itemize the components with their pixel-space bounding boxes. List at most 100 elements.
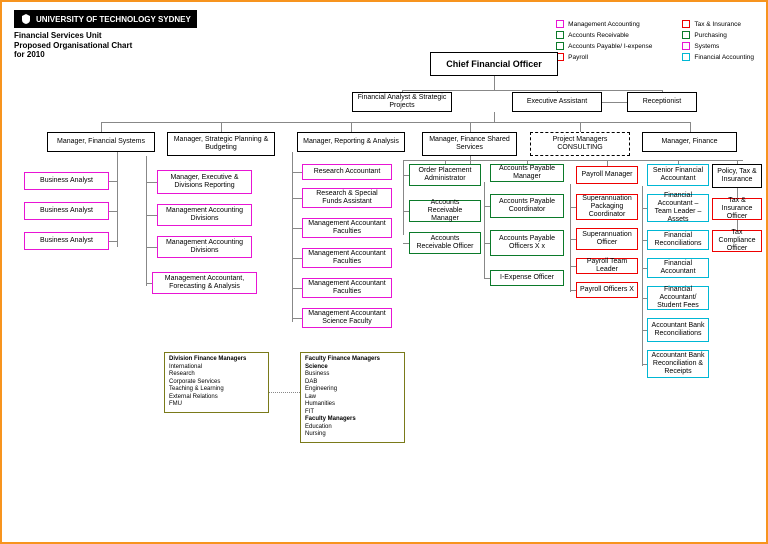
org-node-resa: Research Accountant (302, 164, 392, 180)
org-node-opa: Order Placement Administrator (409, 164, 481, 186)
legend-item: Management Accounting (556, 20, 652, 28)
connector-line (109, 241, 117, 242)
legend-label: Systems (694, 43, 719, 50)
legend-item: Accounts Payable/ I-expense (556, 42, 652, 50)
header: UNIVERSITY OF TECHNOLOGY SYDNEY Financia… (14, 10, 197, 60)
org-node-apc: Accounts Payable Coordinator (490, 194, 564, 218)
org-node-apo: Accounts Payable Officers X x (490, 230, 564, 256)
connector-line (351, 122, 352, 132)
org-node-tco: Tax Compliance Officer (712, 230, 762, 252)
legend-swatch (556, 31, 564, 39)
connector-line (292, 172, 302, 173)
org-node-abrr: Accountant Bank Reconciliation & Receipt… (647, 350, 709, 378)
connector-line (109, 181, 117, 182)
org-node-medr: Manager, Executive & Divisions Reporting (157, 170, 252, 194)
org-node-pm: Payroll Manager (576, 166, 638, 184)
connector-line (292, 288, 302, 289)
org-node-ba1: Business Analyst (24, 172, 109, 190)
connector-line (292, 228, 302, 229)
org-node-ptl: Payroll Team Leader (576, 258, 638, 274)
org-node-recpt: Receptionist (627, 92, 697, 112)
org-node-so: Superannuation Officer (576, 228, 638, 250)
list-box-ffm: Faculty Finance ManagersScienceBusinessD… (300, 352, 405, 443)
org-node-madv: Management Accounting Divisions (157, 236, 252, 258)
org-node-mspb: Manager, Strategic Planning & Budgeting (167, 132, 275, 156)
org-node-fasp: Financial Analyst & Strategic Projects (352, 92, 452, 112)
list-box-dfm: Division Finance ManagersInternationalRe… (164, 352, 269, 413)
connector-line (602, 102, 627, 103)
org-node-sfa: Senior Financial Accountant (647, 164, 709, 186)
legend-label: Financial Accounting (694, 54, 754, 61)
org-node-spc: Superannuation Packaging Coordinator (576, 194, 638, 220)
connector-line (484, 182, 485, 278)
connector-line (403, 160, 404, 235)
org-node-mads: Management Accounting Divisions (157, 204, 252, 226)
org-node-tio: Tax & Insurance Officer (712, 198, 762, 220)
connector-line (403, 160, 743, 161)
org-node-ieo: I-Expense Officer (490, 270, 564, 286)
org-node-cfo: Chief Financial Officer (430, 52, 558, 76)
legend-swatch (682, 31, 690, 39)
connector-line (690, 122, 691, 132)
connector-line (269, 392, 300, 393)
connector-line (570, 184, 571, 292)
connector-line (642, 186, 643, 366)
legend-label: Accounts Payable/ I-expense (568, 43, 652, 50)
legend-item: Payroll (556, 53, 652, 61)
org-node-pmc: Project Managers CONSULTING (530, 132, 630, 156)
legend-swatch (682, 53, 690, 61)
org-node-masf: Management Accountant Science Faculty (302, 308, 392, 328)
legend-label: Payroll (568, 54, 588, 61)
legend-swatch (556, 20, 564, 28)
connector-line (292, 198, 302, 199)
org-node-pti: Policy, Tax & Insurance (712, 164, 762, 188)
legend-label: Management Accounting (568, 21, 640, 28)
connector-line (146, 156, 147, 286)
org-node-mafa: Management Accountant, Forecasting & Ana… (152, 272, 257, 294)
connector-line (494, 76, 495, 90)
connector-line (101, 122, 690, 123)
connector-line (494, 112, 495, 122)
org-node-mfin: Manager, Finance (642, 132, 737, 152)
connector-line (292, 152, 293, 322)
org-node-rsfa: Research & Special Funds Assistant (302, 188, 392, 208)
legend-swatch (682, 42, 690, 50)
legend-item: Purchasing (682, 31, 754, 39)
org-node-pox: Payroll Officers X (576, 282, 638, 298)
university-name: UNIVERSITY OF TECHNOLOGY SYDNEY (36, 15, 191, 24)
org-node-mra: Manager, Reporting & Analysis (297, 132, 405, 152)
legend-swatch (682, 20, 690, 28)
connector-line (292, 258, 302, 259)
legend: Management Accounting Accounts Receivable… (556, 20, 754, 61)
legend-label: Purchasing (694, 32, 727, 39)
org-node-maf2: Management Accountant Faculties (302, 248, 392, 268)
org-node-ba2: Business Analyst (24, 202, 109, 220)
legend-item: Accounts Receivable (556, 31, 652, 39)
org-node-ba3: Business Analyst (24, 232, 109, 250)
connector-line (146, 182, 157, 183)
org-node-aro: Accounts Receivable Officer (409, 232, 481, 254)
legend-label: Accounts Receivable (568, 32, 629, 39)
crest-icon (20, 13, 32, 25)
connector-line (117, 152, 118, 247)
university-logo: UNIVERSITY OF TECHNOLOGY SYDNEY (14, 10, 197, 28)
connector-line (292, 318, 302, 319)
org-node-arm: Accounts Receivable Manager (409, 200, 481, 222)
connector-line (146, 215, 157, 216)
org-node-ea: Executive Assistant (512, 92, 602, 112)
org-node-fatla: Financial Accountant – Team Leader – Ass… (647, 194, 709, 222)
connector-line (221, 122, 222, 132)
legend-item: Tax & Insurance (682, 20, 754, 28)
org-node-fasf: Financial Accountant/ Student Fees (647, 286, 709, 310)
org-node-apm: Accounts Payable Manager (490, 164, 564, 182)
org-node-frec: Financial Reconciliations (647, 230, 709, 250)
legend-item: Systems (682, 42, 754, 50)
legend-label: Tax & Insurance (694, 21, 741, 28)
connector-line (101, 122, 102, 132)
legend-swatch (556, 42, 564, 50)
org-node-maf1: Management Accountant Faculties (302, 218, 392, 238)
legend-item: Financial Accounting (682, 53, 754, 61)
org-node-fac: Financial Accountant (647, 258, 709, 278)
connector-line (580, 122, 581, 132)
connector-line (402, 90, 662, 91)
